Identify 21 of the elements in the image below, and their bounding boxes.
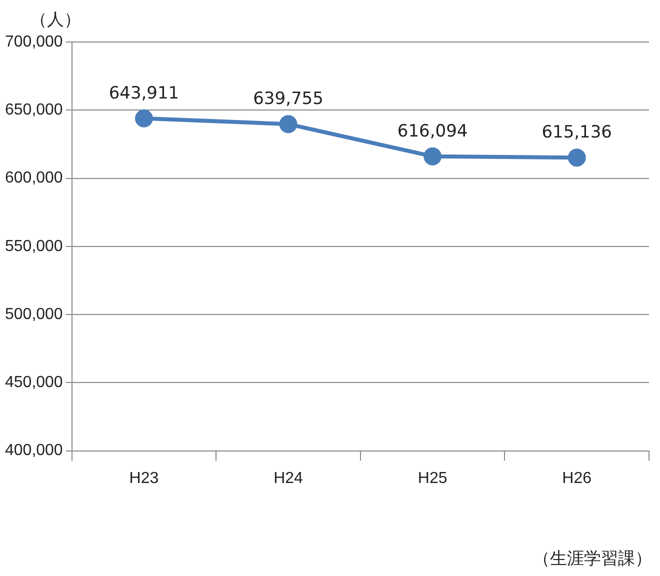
x-tick-label: H26 [562, 470, 592, 487]
y-tick-label: 400,000 [4, 442, 63, 460]
y-tick-label: 700,000 [4, 33, 63, 50]
point [568, 148, 586, 167]
x-tick-label: H24 [274, 470, 304, 487]
x-tick-label: H25 [418, 470, 448, 487]
y-tick-label: 600,000 [4, 170, 63, 187]
data-label: 616,094 [397, 121, 468, 142]
x-tick-label: H23 [129, 470, 159, 487]
y-tick-label: 450,000 [4, 374, 63, 392]
data-label: 615,136 [542, 122, 612, 143]
y-tick-label: 650,000 [4, 102, 63, 119]
y-axis-title: （人） [30, 9, 81, 31]
point [134, 109, 153, 128]
data-label: 639,755 [253, 89, 324, 110]
point [279, 115, 298, 134]
point [424, 147, 442, 166]
y-tick-label: 500,000 [4, 306, 63, 323]
data-label: 643,911 [108, 83, 180, 104]
y-tick-label: 550,000 [4, 238, 63, 255]
text: （生涯学習課） [533, 548, 652, 570]
